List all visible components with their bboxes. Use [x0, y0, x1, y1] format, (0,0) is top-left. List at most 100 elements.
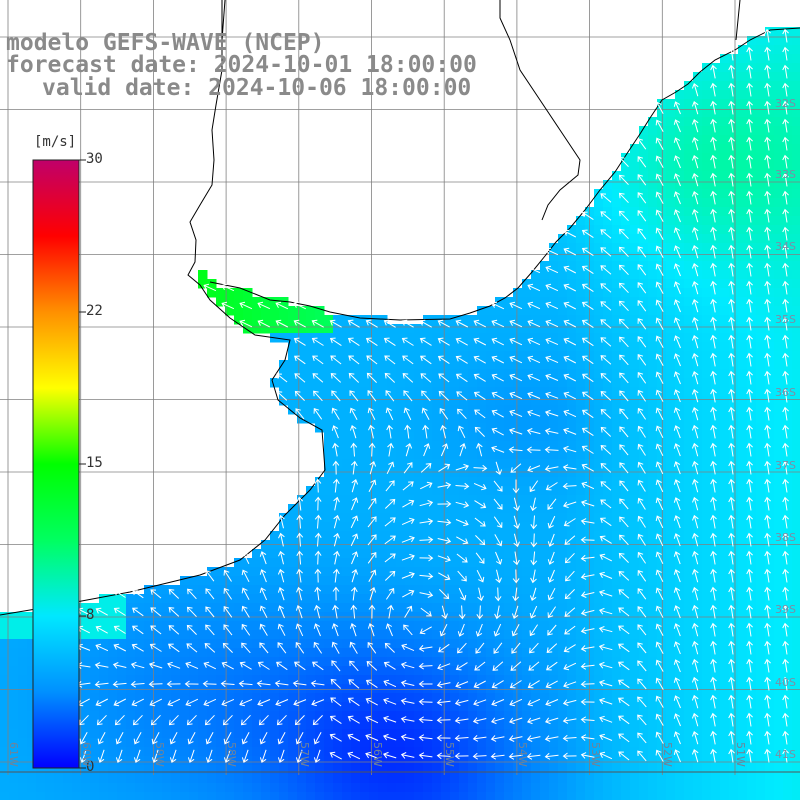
speed-cell [576, 558, 586, 568]
speed-cell [360, 387, 370, 397]
speed-cell [315, 324, 325, 334]
speed-cell [765, 738, 775, 748]
speed-cell [648, 765, 658, 775]
speed-cell [720, 621, 730, 631]
speed-cell [333, 513, 343, 523]
speed-cell [612, 495, 622, 505]
speed-cell [288, 756, 298, 766]
speed-cell [387, 351, 397, 361]
speed-cell [486, 657, 496, 667]
speed-cell [540, 423, 550, 433]
speed-cell [396, 342, 406, 352]
speed-cell [765, 720, 775, 730]
wind-arrow [655, 371, 664, 384]
speed-cell [612, 297, 622, 307]
speed-cell [648, 486, 658, 496]
speed-cell [153, 639, 163, 649]
speed-cell [477, 450, 487, 460]
speed-cell [558, 603, 568, 613]
speed-cell [729, 54, 739, 64]
speed-cell [594, 675, 604, 685]
speed-cell [729, 450, 739, 460]
speed-cell [306, 342, 316, 352]
speed-cell [675, 729, 685, 739]
speed-cell [720, 720, 730, 730]
speed-cell [315, 738, 325, 748]
wind-arrow [600, 426, 612, 437]
speed-cell [774, 783, 784, 793]
speed-cell [513, 792, 523, 800]
speed-cell [279, 306, 289, 316]
wind-arrows [76, 28, 789, 764]
speed-cell [9, 783, 19, 793]
speed-cell [774, 387, 784, 397]
speed-cell [333, 657, 343, 667]
speed-cell [639, 774, 649, 784]
speed-cell [351, 675, 361, 685]
speed-cell [765, 36, 775, 46]
speed-cell [351, 774, 361, 784]
speed-cell [486, 765, 496, 775]
speed-cell [468, 549, 478, 559]
speed-cell [216, 702, 226, 712]
speed-cell [594, 558, 604, 568]
speed-cell [774, 693, 784, 703]
speed-cell [567, 639, 577, 649]
speed-cell [405, 369, 415, 379]
speed-cell [261, 702, 271, 712]
speed-cell [531, 549, 541, 559]
speed-cell [747, 378, 757, 388]
speed-cell [549, 306, 559, 316]
wind-arrow [457, 425, 466, 439]
speed-cell [774, 639, 784, 649]
speed-cell [27, 648, 37, 658]
speed-cell [666, 504, 676, 514]
speed-cell [792, 45, 800, 55]
speed-cell [261, 765, 271, 775]
speed-cell [720, 765, 730, 775]
speed-cell [621, 171, 631, 181]
speed-cell [648, 639, 658, 649]
speed-cell [603, 693, 613, 703]
speed-cell [162, 684, 172, 694]
speed-cell [711, 756, 721, 766]
wind-arrow [386, 461, 395, 475]
speed-cell [90, 720, 100, 730]
speed-cell [153, 621, 163, 631]
speed-cell [621, 441, 631, 451]
speed-cell [666, 423, 676, 433]
speed-cell [459, 432, 469, 442]
speed-cell [288, 630, 298, 640]
speed-cell [549, 423, 559, 433]
speed-cell [369, 639, 379, 649]
speed-cell [99, 792, 109, 800]
speed-cell [702, 657, 712, 667]
speed-cell [414, 405, 424, 415]
wind-arrow [331, 425, 339, 439]
speed-cell [522, 369, 532, 379]
speed-cell [279, 369, 289, 379]
wind-arrow [782, 460, 789, 475]
speed-cell [270, 702, 280, 712]
speed-cell [720, 585, 730, 595]
speed-cell [612, 576, 622, 586]
speed-cell [720, 288, 730, 298]
speed-cell [783, 486, 793, 496]
speed-cell [279, 567, 289, 577]
speed-cell [648, 666, 658, 676]
speed-cell [369, 675, 379, 685]
speed-cell [675, 459, 685, 469]
speed-cell [531, 783, 541, 793]
speed-cell [504, 441, 514, 451]
speed-cell [720, 360, 730, 370]
speed-cell [216, 567, 226, 577]
speed-cell [702, 594, 712, 604]
speed-cell [666, 756, 676, 766]
speed-cell [414, 666, 424, 676]
speed-cell [216, 621, 226, 631]
speed-cell [513, 423, 523, 433]
speed-cell [792, 576, 800, 586]
speed-cell [117, 765, 127, 775]
speed-cell [540, 675, 550, 685]
wind-arrow [495, 461, 503, 475]
